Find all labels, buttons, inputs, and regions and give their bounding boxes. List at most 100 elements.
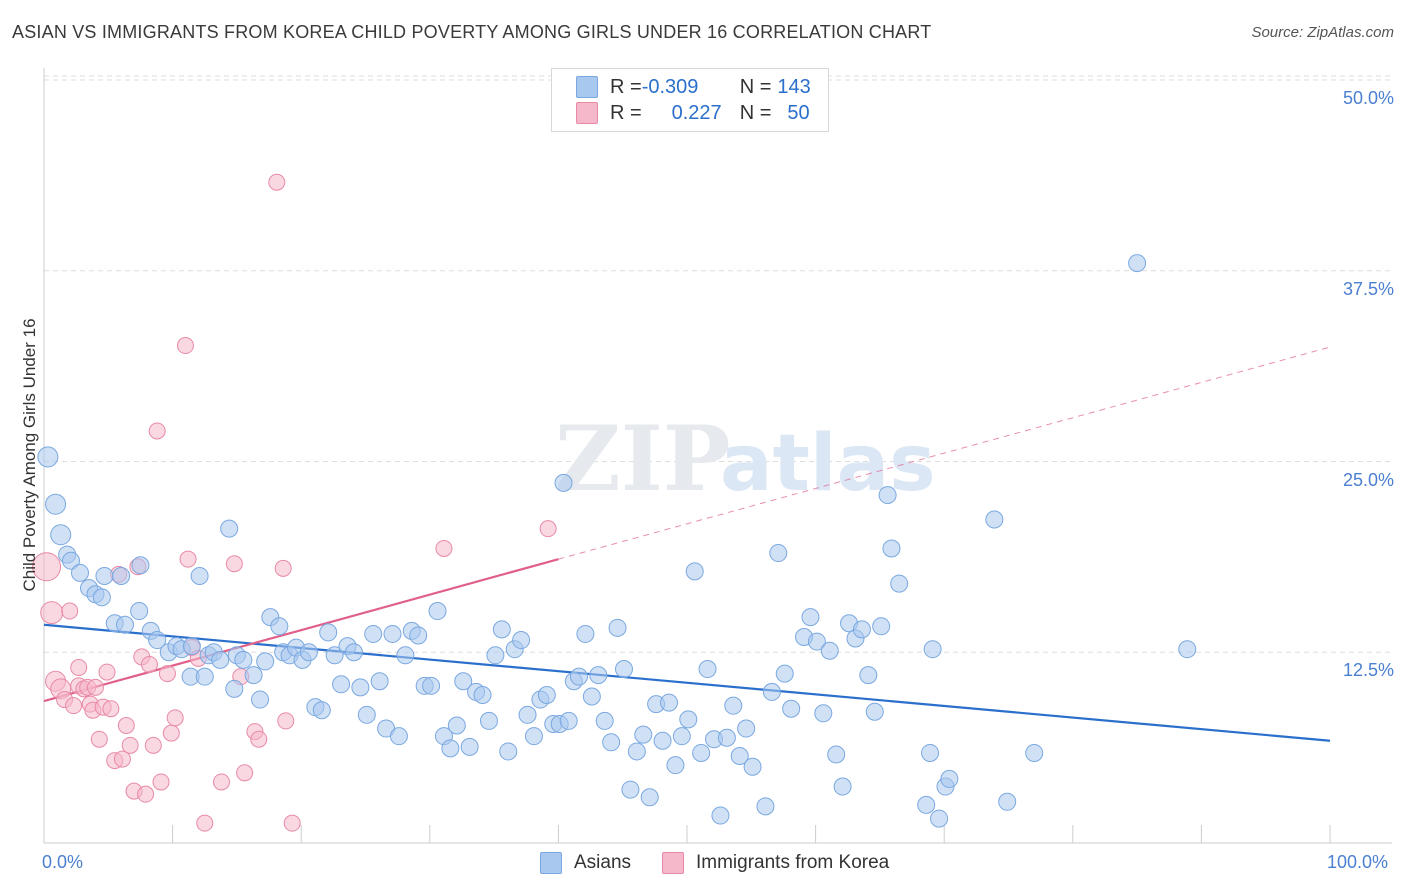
legend-n-value: 143 (777, 75, 811, 98)
asian-point (756, 797, 775, 816)
korea-point (539, 520, 557, 538)
asian-point (195, 667, 214, 686)
asian-point (370, 672, 389, 691)
asian-point (389, 727, 408, 746)
asian-point (814, 704, 833, 723)
korea-point (70, 659, 88, 677)
y-tick-label: 37.5% (1342, 278, 1394, 299)
watermark-atlas: atlas (720, 419, 936, 509)
asian-point (92, 588, 111, 607)
asian-point (225, 679, 244, 698)
asian-point (930, 809, 949, 828)
y-tick-label: 50.0% (1342, 88, 1394, 108)
korea-point (86, 678, 104, 696)
asian-point (518, 705, 537, 724)
korea-point (274, 559, 292, 577)
asian-point (782, 699, 801, 718)
asian-point (512, 631, 531, 650)
korea-point (102, 700, 120, 718)
korea-point (90, 730, 108, 748)
korea-point (152, 773, 170, 791)
asian-point (256, 652, 275, 671)
asian-point (1178, 640, 1197, 659)
asian-point (698, 660, 717, 679)
asian-point (460, 737, 479, 756)
asian-point (234, 650, 253, 669)
korea-point (144, 736, 162, 754)
korea-point (176, 337, 194, 355)
asian-point (666, 756, 685, 775)
asian-point (608, 618, 627, 637)
asian-point (409, 626, 428, 645)
bottom-legend-label-asians: Asians (574, 852, 632, 873)
asian-point (37, 446, 59, 468)
korea-point (158, 665, 176, 683)
asian-points (37, 254, 1197, 828)
bottom-legend-label-korea: Immigrants from Korea (696, 852, 890, 873)
asian-point (479, 711, 498, 730)
legend-row-asians: R = -0.309 N = 143 (576, 74, 811, 100)
asian-point (559, 711, 578, 730)
asian-point (882, 539, 901, 558)
asian-point (299, 643, 318, 662)
asian-point (344, 643, 363, 662)
legend-n-label: N = (739, 75, 772, 98)
asian-point (769, 544, 788, 563)
asian-point (679, 710, 698, 729)
asian-point (325, 646, 344, 665)
asian-point (743, 757, 762, 776)
y-tick-label: 25.0% (1342, 469, 1394, 490)
asian-point (724, 696, 743, 715)
asian-point (569, 667, 588, 686)
korea-trend-line (43, 558, 559, 703)
asian-point (859, 666, 878, 685)
asian-point (95, 566, 114, 585)
asian-point (923, 640, 942, 659)
asian-point (865, 702, 884, 721)
asian-point (801, 608, 820, 627)
korea-point (162, 724, 180, 742)
asian-point (940, 769, 959, 788)
legend-r-label: R = (610, 101, 642, 124)
korea-points (32, 173, 557, 832)
asian-point (312, 701, 331, 720)
asian-point (486, 646, 505, 665)
y-tick-label: 12.5% (1342, 660, 1394, 681)
asian-point (820, 641, 839, 660)
asian-point (244, 666, 263, 685)
asian-point (441, 739, 460, 758)
asian-point (428, 602, 447, 621)
korea-point (236, 764, 254, 782)
asian-point (182, 637, 201, 656)
asian-point (396, 646, 415, 665)
legend-r-label: R = (610, 75, 642, 98)
asian-point (602, 733, 621, 752)
legend-n-label: N = (739, 101, 772, 124)
asian-point (672, 727, 691, 746)
asian-point (148, 631, 167, 650)
asian-point (1025, 743, 1044, 762)
asian-point (827, 745, 846, 764)
asian-point (351, 678, 370, 697)
asian-point (319, 623, 338, 642)
asian-point (737, 719, 756, 738)
korea-point (98, 663, 116, 681)
asian-point (614, 660, 633, 679)
korea-point (435, 539, 453, 557)
korea-point (40, 601, 64, 625)
korea-point (283, 814, 301, 832)
asian-point (921, 743, 940, 762)
bottom-legend-korea: Immigrants from Korea (662, 852, 889, 874)
correlation-legend: R = -0.309 N = 143 R = 0.227 N = 50 (551, 68, 829, 132)
asian-point (422, 676, 441, 695)
bottom-legend-asians: Asians (540, 852, 631, 874)
korea-point (121, 736, 139, 754)
asian-point (1128, 254, 1147, 273)
legend-n-value: 50 (787, 101, 810, 124)
asian-point (537, 685, 556, 704)
asian-point (270, 617, 289, 636)
korea-point (250, 730, 268, 748)
asian-point (576, 624, 595, 643)
asian-point (332, 675, 351, 694)
